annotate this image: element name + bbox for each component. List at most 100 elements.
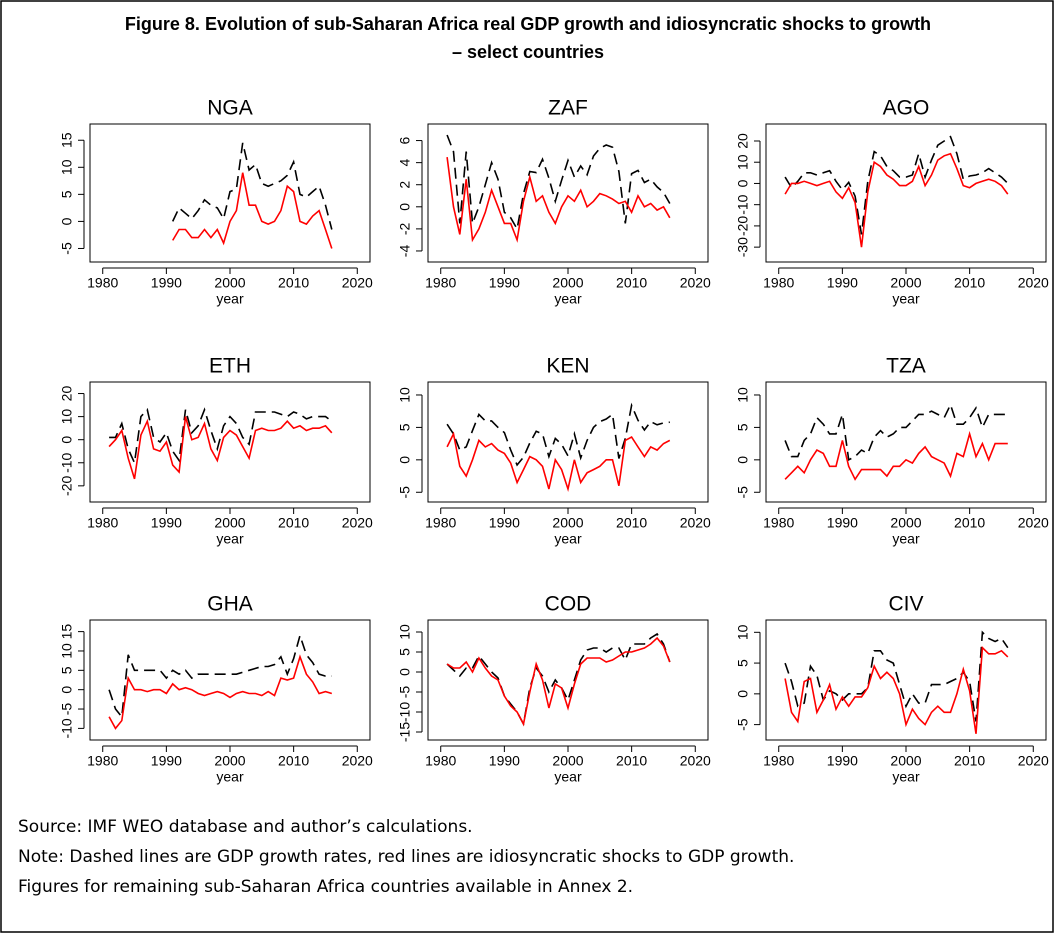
y-tick-label: -10 [397, 702, 413, 722]
x-tick-label: 2000 [214, 753, 245, 769]
panel-title: TZA [886, 355, 926, 378]
x-axis-label: year [216, 291, 244, 307]
plot-box [765, 619, 1047, 741]
x-tick-label: 2020 [1018, 515, 1049, 531]
plot-box [89, 123, 371, 263]
y-tick-label: 10 [735, 154, 751, 170]
y-tick-label: 0 [735, 179, 751, 187]
x-tick-label: 1980 [763, 515, 794, 531]
source-note: Source: IMF WEO database and author’s ca… [18, 817, 473, 837]
panel-title: GHA [207, 593, 253, 616]
series-line [784, 630, 1009, 722]
y-tick-label: -5 [397, 686, 413, 699]
x-tick-label: 1990 [827, 275, 858, 291]
y-tick-label: 15 [59, 624, 75, 640]
x-tick-label: 1990 [827, 515, 858, 531]
y-tick-label: 0 [735, 690, 751, 698]
note: Figures for remaining sub-Saharan Africa… [18, 877, 633, 897]
x-axis-label: year [892, 291, 920, 307]
plot-box [89, 619, 371, 741]
series-line [172, 172, 333, 249]
y-tick-label: 0 [735, 456, 751, 464]
y-tick-label: -10 [59, 452, 75, 472]
y-tick-label: -15 [397, 722, 413, 742]
y-tick-label: 4 [397, 159, 413, 167]
panel-title: ETH [209, 355, 251, 378]
y-tick-label: 10 [59, 409, 75, 425]
y-tick-label: 0 [59, 436, 75, 444]
x-axis-label: year [554, 769, 582, 785]
plot-box [89, 381, 371, 503]
series-line [446, 134, 671, 232]
x-tick-label: 1980 [763, 753, 794, 769]
y-tick-label: -30 [735, 237, 751, 257]
x-tick-label: 1980 [425, 275, 456, 291]
x-tick-label: 2000 [890, 515, 921, 531]
x-tick-label: 1980 [87, 753, 118, 769]
panel-title: AGO [883, 97, 930, 120]
series-line [784, 135, 1009, 235]
x-axis-label: year [892, 769, 920, 785]
x-tick-label: 2020 [680, 753, 711, 769]
y-tick-label: 5 [59, 190, 75, 198]
x-tick-label: 1990 [827, 753, 858, 769]
x-tick-label: 2000 [214, 275, 245, 291]
x-tick-label: 1980 [87, 515, 118, 531]
series-line [171, 142, 333, 230]
y-tick-label: 0 [397, 203, 413, 211]
y-tick-label: 5 [397, 423, 413, 431]
y-tick-label: -5 [735, 486, 751, 499]
y-tick-label: 6 [397, 136, 413, 144]
series-line [446, 636, 671, 727]
x-tick-label: 2010 [954, 753, 985, 769]
x-tick-label: 2020 [342, 753, 373, 769]
x-axis-label: year [216, 531, 244, 547]
y-tick-label: 20 [59, 386, 75, 402]
x-tick-label: 2000 [890, 753, 921, 769]
x-tick-label: 2010 [616, 753, 647, 769]
x-tick-label: 1990 [489, 753, 520, 769]
series-line [108, 416, 333, 480]
x-axis-label: year [554, 531, 582, 547]
y-tick-label: 10 [735, 624, 751, 640]
series-line [446, 632, 671, 727]
plot-box [765, 381, 1047, 503]
x-tick-label: 2020 [1018, 753, 1049, 769]
x-tick-label: 1980 [87, 275, 118, 291]
x-tick-label: 1990 [151, 753, 182, 769]
panel-title: NGA [207, 97, 253, 120]
plot-box [765, 123, 1047, 263]
panel-title: ZAF [548, 97, 588, 120]
x-tick-label: 2000 [890, 275, 921, 291]
series-line [446, 431, 671, 493]
y-tick-label: -20 [735, 216, 751, 236]
x-tick-label: 2010 [278, 275, 309, 291]
x-tick-label: 2010 [278, 515, 309, 531]
series-line [784, 645, 1009, 734]
panel-title: CIV [888, 593, 923, 616]
y-tick-label: -5 [59, 703, 75, 716]
x-axis-label: year [216, 769, 244, 785]
panel-title: COD [545, 593, 592, 616]
plot-box [427, 619, 709, 741]
note: Note: Dashed lines are GDP growth rates,… [18, 847, 794, 867]
series-line [446, 156, 671, 243]
y-tick-label: -5 [397, 486, 413, 499]
y-tick-label: -4 [397, 245, 413, 258]
x-tick-label: 2020 [1018, 275, 1049, 291]
y-tick-label: 10 [735, 387, 751, 403]
y-tick-label: 5 [735, 423, 751, 431]
x-tick-label: 2000 [552, 275, 583, 291]
y-tick-label: 0 [59, 686, 75, 694]
y-tick-label: 5 [735, 659, 751, 667]
plot-box [427, 123, 709, 263]
plot-box [427, 381, 709, 503]
x-tick-label: 2010 [954, 275, 985, 291]
series-line [446, 402, 670, 467]
series-line [784, 152, 1009, 248]
x-tick-label: 1980 [763, 275, 794, 291]
x-tick-label: 1980 [425, 515, 456, 531]
x-tick-label: 1990 [151, 515, 182, 531]
